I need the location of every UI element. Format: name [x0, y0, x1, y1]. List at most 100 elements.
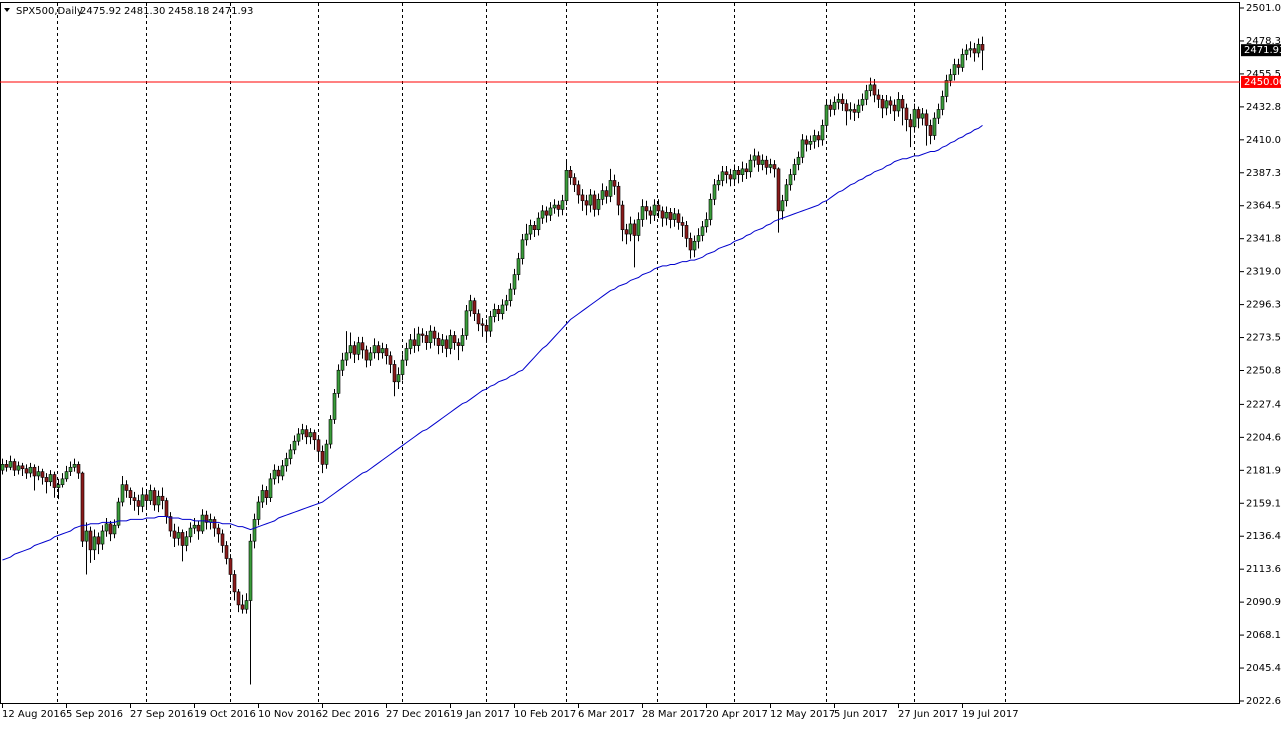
candle-body — [896, 99, 901, 112]
candle-body — [212, 519, 217, 529]
candle-body — [404, 348, 409, 361]
candle-body — [276, 469, 281, 477]
candle-body — [652, 204, 657, 216]
candle-body — [312, 432, 317, 441]
candle-body — [308, 432, 313, 438]
candle-body — [716, 180, 721, 186]
candle-body — [160, 495, 165, 501]
candle-body — [172, 530, 177, 539]
candle-body — [912, 109, 917, 128]
candle-body — [624, 229, 629, 235]
x-tick-label: 12 Aug 2016 — [2, 709, 66, 720]
x-tick-label: 20 Apr 2017 — [706, 709, 768, 720]
candle-body — [916, 109, 921, 119]
candle-body — [508, 288, 513, 301]
candle-body — [444, 339, 449, 349]
candle-body — [496, 309, 501, 315]
candle-body — [568, 170, 573, 178]
x-tick-label: 10 Feb 2017 — [514, 709, 576, 720]
y-tick-label: 2159.15 — [1246, 498, 1281, 509]
candle-body — [220, 533, 225, 546]
candle-body — [760, 159, 765, 165]
candle-body — [400, 359, 405, 375]
candle-body — [732, 170, 737, 180]
candle-body — [364, 349, 369, 361]
candle-body — [556, 204, 561, 210]
candle-body — [684, 225, 689, 239]
candle-body — [924, 113, 929, 126]
candle-body — [140, 494, 145, 507]
candle-body — [920, 113, 925, 119]
candle-body — [564, 170, 569, 202]
candle-body — [476, 313, 481, 325]
candle-body — [548, 207, 553, 216]
candle-body — [752, 155, 757, 161]
header-ohlc: 2475.92 2481.30 2458.18 2471.93 — [80, 6, 253, 17]
x-tick-label: 27 Jun 2017 — [898, 709, 958, 720]
y-tick-label: 2341.80 — [1246, 234, 1281, 245]
level-label: 2450.00 — [1244, 77, 1281, 88]
header-value: 2458.18 — [168, 6, 209, 17]
candle-body — [356, 342, 361, 355]
candle-body — [252, 519, 257, 542]
candle-body — [420, 333, 425, 336]
candle-body — [764, 159, 769, 168]
candle-body — [436, 338, 441, 346]
candle-body — [724, 171, 729, 175]
candle-body — [368, 352, 373, 361]
x-tick-label: 5 Sep 2016 — [66, 709, 123, 720]
candle-body — [164, 500, 169, 517]
candle-body — [676, 213, 681, 223]
candle-body — [756, 155, 761, 165]
y-tick-label: 2250.80 — [1246, 366, 1281, 377]
candle-body — [516, 258, 521, 275]
candle-body — [92, 536, 97, 551]
candle-body — [132, 497, 137, 501]
candle-body — [344, 352, 349, 361]
candle-body — [96, 536, 101, 545]
candle-body — [640, 206, 645, 220]
candle-body — [488, 316, 493, 332]
x-tick-label: 5 Jun 2017 — [834, 709, 888, 720]
candle-body — [372, 345, 377, 354]
candle-body — [332, 393, 337, 420]
candle-body — [12, 461, 17, 471]
candle-body — [848, 109, 853, 112]
header-value: 2471.93 — [212, 6, 253, 17]
candle-body — [816, 135, 821, 141]
candle-body — [864, 90, 869, 100]
candle-body — [944, 80, 949, 97]
candle-body — [980, 44, 985, 51]
candle-body — [280, 465, 285, 477]
candle-body — [700, 226, 705, 236]
candle-body — [908, 119, 913, 128]
candle-body — [948, 74, 953, 81]
candle-body — [572, 177, 577, 186]
candle-body — [936, 109, 941, 119]
candle-body — [808, 141, 813, 145]
candle-body — [644, 206, 649, 212]
candle-body — [348, 345, 353, 354]
candle-body — [256, 501, 261, 520]
x-tick-label: 27 Dec 2016 — [386, 709, 450, 720]
menu-triangle[interactable] — [4, 8, 10, 12]
candle-body — [664, 212, 669, 219]
candle-body — [468, 300, 473, 312]
candle-body — [832, 101, 837, 110]
candle-body — [464, 310, 469, 336]
candle-body — [544, 210, 549, 216]
x-tick-label: 2 Dec 2016 — [322, 709, 380, 720]
candle-body — [456, 342, 461, 346]
candle-body — [840, 99, 845, 104]
candle-body — [376, 345, 381, 354]
candle-body — [44, 477, 49, 483]
candle-body — [688, 238, 693, 251]
candle-body — [812, 135, 817, 142]
candle-body — [148, 490, 153, 501]
candle-body — [532, 225, 537, 231]
candle-body — [672, 213, 677, 220]
candle-body — [712, 184, 717, 200]
y-tick-label: 2410.05 — [1246, 135, 1281, 146]
candle-body — [124, 484, 129, 491]
